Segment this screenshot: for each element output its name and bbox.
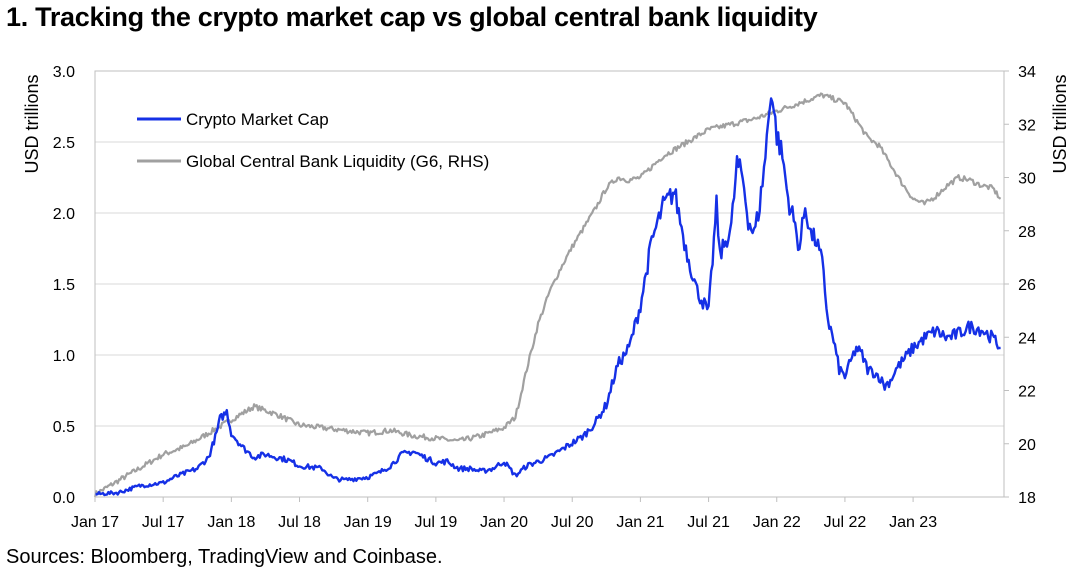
plot-frame	[94, 70, 1005, 498]
x-tick-label: Jul 18	[278, 514, 321, 531]
source-note: Sources: Bloomberg, TradingView and Coin…	[6, 546, 443, 568]
right-tick-label: 24	[1018, 330, 1036, 347]
left-tick-label: 0.0	[53, 490, 75, 507]
left-tick-label: 3.0	[53, 64, 75, 81]
right-tick-label: 22	[1018, 384, 1036, 401]
right-tick-label: 32	[1018, 117, 1036, 134]
x-tick-label: Jan 23	[889, 514, 937, 531]
x-tick-label: Jan 22	[753, 514, 801, 531]
x-tick-label: Jan 21	[616, 514, 664, 531]
left-tick-label: 1.0	[53, 348, 75, 365]
left-tick-label: 0.5	[53, 419, 75, 436]
left-tick-label: 2.5	[53, 135, 75, 152]
series-lines	[93, 92, 1002, 498]
left-axis-label: USD trillions	[22, 74, 42, 173]
left-axis-ticks: 0.0 0.5 1.0 1.5 2.0 2.5 3.0	[53, 64, 75, 507]
left-tick-label: 1.5	[53, 277, 75, 294]
chart-grid	[95, 141, 1004, 427]
x-tick-label: Jul 20	[551, 514, 594, 531]
legend-crypto-label: Crypto Market Cap	[186, 110, 329, 129]
central-bank-liquidity-line	[93, 92, 1002, 498]
right-tick-label: 20	[1018, 437, 1036, 454]
x-tick-label: Jul 17	[142, 514, 185, 531]
x-tick-label: Jan 20	[480, 514, 528, 531]
right-tick-label: 28	[1018, 224, 1036, 241]
left-tick-label: 2.0	[53, 206, 75, 223]
x-tick-label: Jan 17	[71, 514, 119, 531]
right-axis-ticks: 18 20 22 24 26 28 30 32 34	[1004, 64, 1036, 507]
x-tick-label: Jul 21	[687, 514, 730, 531]
x-axis-ticks: Jan 17 Jul 17 Jan 18 Jul 18 Jan 19 Jul 19 Jan …	[71, 497, 937, 531]
x-tick-label: Jul 22	[824, 514, 867, 531]
right-tick-label: 26	[1018, 277, 1036, 294]
right-tick-label: 30	[1018, 171, 1036, 188]
x-tick-label: Jan 18	[207, 514, 255, 531]
right-axis-label: USD trillions	[1050, 74, 1070, 173]
right-tick-label: 34	[1018, 64, 1036, 81]
x-tick-label: Jan 19	[344, 514, 392, 531]
chart-title: 1. Tracking the crypto market cap vs glo…	[6, 2, 818, 32]
right-tick-label: 18	[1018, 490, 1036, 507]
legend: Crypto Market Cap Global Central Bank Li…	[137, 110, 489, 171]
legend-liquidity-label: Global Central Bank Liquidity (G6, RHS)	[186, 152, 489, 171]
crypto-market-cap-line	[94, 97, 1001, 497]
x-tick-label: Jul 19	[415, 514, 458, 531]
